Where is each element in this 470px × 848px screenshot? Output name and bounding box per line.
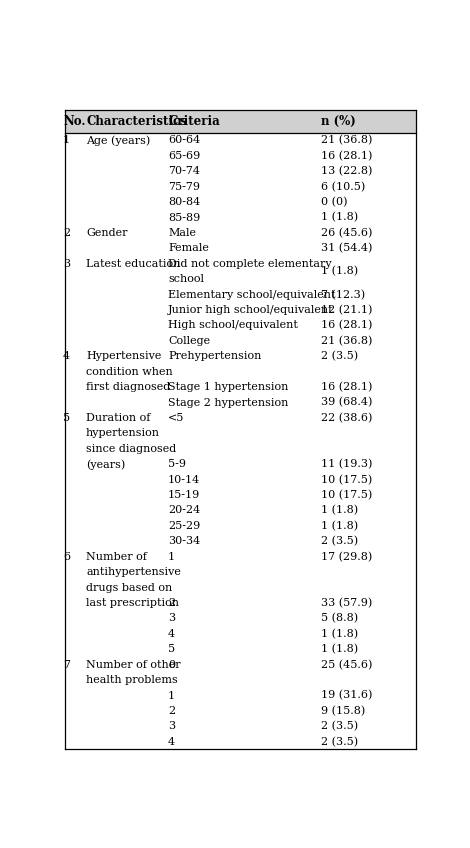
Text: Stage 2 hypertension: Stage 2 hypertension xyxy=(168,398,289,408)
Text: (years): (years) xyxy=(86,459,125,470)
Text: 65-69: 65-69 xyxy=(168,151,200,161)
Text: 2 (3.5): 2 (3.5) xyxy=(321,721,358,732)
Text: <5: <5 xyxy=(168,413,184,423)
Text: 6 (10.5): 6 (10.5) xyxy=(321,181,365,192)
Text: Number of: Number of xyxy=(86,552,147,561)
Text: 22 (38.6): 22 (38.6) xyxy=(321,413,372,423)
Text: 16 (28.1): 16 (28.1) xyxy=(321,382,372,393)
Text: 6: 6 xyxy=(63,552,70,561)
Text: 4: 4 xyxy=(63,351,70,361)
Text: Criteria: Criteria xyxy=(168,114,220,128)
Text: 33 (57.9): 33 (57.9) xyxy=(321,598,372,608)
Text: 1 (1.8): 1 (1.8) xyxy=(321,628,358,639)
Text: 10 (17.5): 10 (17.5) xyxy=(321,490,372,500)
Text: antihypertensive: antihypertensive xyxy=(86,567,181,577)
Bar xyxy=(65,109,416,133)
Text: 4: 4 xyxy=(168,629,175,639)
Text: 60-64: 60-64 xyxy=(168,136,200,146)
Text: Stage 1 hypertension: Stage 1 hypertension xyxy=(168,382,289,392)
Text: 21 (36.8): 21 (36.8) xyxy=(321,336,372,346)
Text: Gender: Gender xyxy=(86,228,127,238)
Text: 1: 1 xyxy=(168,552,175,561)
Text: Female: Female xyxy=(168,243,209,254)
Text: 20-24: 20-24 xyxy=(168,505,200,516)
Text: 21 (36.8): 21 (36.8) xyxy=(321,136,372,146)
Text: 7 (12.3): 7 (12.3) xyxy=(321,289,365,300)
Text: condition when: condition when xyxy=(86,366,173,377)
Text: High school/equivalent: High school/equivalent xyxy=(168,321,298,331)
Text: 1 (1.8): 1 (1.8) xyxy=(321,521,358,531)
Text: 39 (68.4): 39 (68.4) xyxy=(321,398,372,408)
Text: 12 (21.1): 12 (21.1) xyxy=(321,305,372,315)
Text: 3: 3 xyxy=(168,613,175,623)
Text: health problems: health problems xyxy=(86,675,178,685)
Text: 17 (29.8): 17 (29.8) xyxy=(321,551,372,562)
Text: Duration of: Duration of xyxy=(86,413,150,423)
Text: Prehypertension: Prehypertension xyxy=(168,351,261,361)
Text: 25 (45.6): 25 (45.6) xyxy=(321,660,372,670)
Text: 30-34: 30-34 xyxy=(168,536,200,546)
Text: Characteristics: Characteristics xyxy=(86,114,187,128)
Text: 85-89: 85-89 xyxy=(168,213,200,222)
Text: 5 (8.8): 5 (8.8) xyxy=(321,613,358,623)
Text: 5-9: 5-9 xyxy=(168,460,186,469)
Text: 5: 5 xyxy=(168,644,175,655)
Text: 13 (22.8): 13 (22.8) xyxy=(321,166,372,176)
Text: first diagnosed: first diagnosed xyxy=(86,382,170,392)
Text: Hypertensive: Hypertensive xyxy=(86,351,161,361)
Text: 16 (28.1): 16 (28.1) xyxy=(321,321,372,331)
Text: 3: 3 xyxy=(63,259,70,269)
Text: Male: Male xyxy=(168,228,196,238)
Text: 4: 4 xyxy=(168,737,175,747)
Text: Age (years): Age (years) xyxy=(86,135,150,146)
Text: hypertension: hypertension xyxy=(86,428,160,438)
Text: drugs based on: drugs based on xyxy=(86,583,172,593)
Text: 2 (3.5): 2 (3.5) xyxy=(321,737,358,747)
Text: school: school xyxy=(168,274,204,284)
Text: Did not complete elementary: Did not complete elementary xyxy=(168,259,332,269)
Text: 80-84: 80-84 xyxy=(168,197,200,207)
Text: 3: 3 xyxy=(168,722,175,731)
Text: Elementary school/equivalent: Elementary school/equivalent xyxy=(168,290,336,299)
Text: 1 (1.8): 1 (1.8) xyxy=(321,266,358,276)
Text: 9 (15.8): 9 (15.8) xyxy=(321,706,365,716)
Text: 1: 1 xyxy=(63,136,70,146)
Text: n (%): n (%) xyxy=(321,114,356,128)
Text: 15-19: 15-19 xyxy=(168,490,200,500)
Text: 0 (0): 0 (0) xyxy=(321,197,347,207)
Text: 1 (1.8): 1 (1.8) xyxy=(321,212,358,223)
Text: 31 (54.4): 31 (54.4) xyxy=(321,243,372,254)
Text: 16 (28.1): 16 (28.1) xyxy=(321,151,372,161)
Text: since diagnosed: since diagnosed xyxy=(86,444,176,454)
Text: 2 (3.5): 2 (3.5) xyxy=(321,351,358,361)
Text: 10-14: 10-14 xyxy=(168,475,200,485)
Text: 2: 2 xyxy=(63,228,70,238)
Text: College: College xyxy=(168,336,210,346)
Text: 0: 0 xyxy=(168,660,175,670)
Text: 2: 2 xyxy=(168,598,175,608)
Text: 1: 1 xyxy=(168,690,175,700)
Text: 5: 5 xyxy=(63,413,70,423)
Text: last prescription: last prescription xyxy=(86,598,179,608)
Text: 1 (1.8): 1 (1.8) xyxy=(321,644,358,655)
Text: No.: No. xyxy=(63,114,86,128)
Text: 25-29: 25-29 xyxy=(168,521,200,531)
Text: Latest education: Latest education xyxy=(86,259,180,269)
Text: 11 (19.3): 11 (19.3) xyxy=(321,459,372,470)
Text: 70-74: 70-74 xyxy=(168,166,200,176)
Text: 1 (1.8): 1 (1.8) xyxy=(321,505,358,516)
Text: 26 (45.6): 26 (45.6) xyxy=(321,228,372,238)
Text: 7: 7 xyxy=(63,660,70,670)
Text: 2: 2 xyxy=(168,706,175,716)
Text: Junior high school/equivalent: Junior high school/equivalent xyxy=(168,305,334,315)
Text: 2 (3.5): 2 (3.5) xyxy=(321,536,358,546)
Text: Number of other: Number of other xyxy=(86,660,180,670)
Text: 10 (17.5): 10 (17.5) xyxy=(321,475,372,485)
Text: 75-79: 75-79 xyxy=(168,181,200,192)
Text: 19 (31.6): 19 (31.6) xyxy=(321,690,372,700)
